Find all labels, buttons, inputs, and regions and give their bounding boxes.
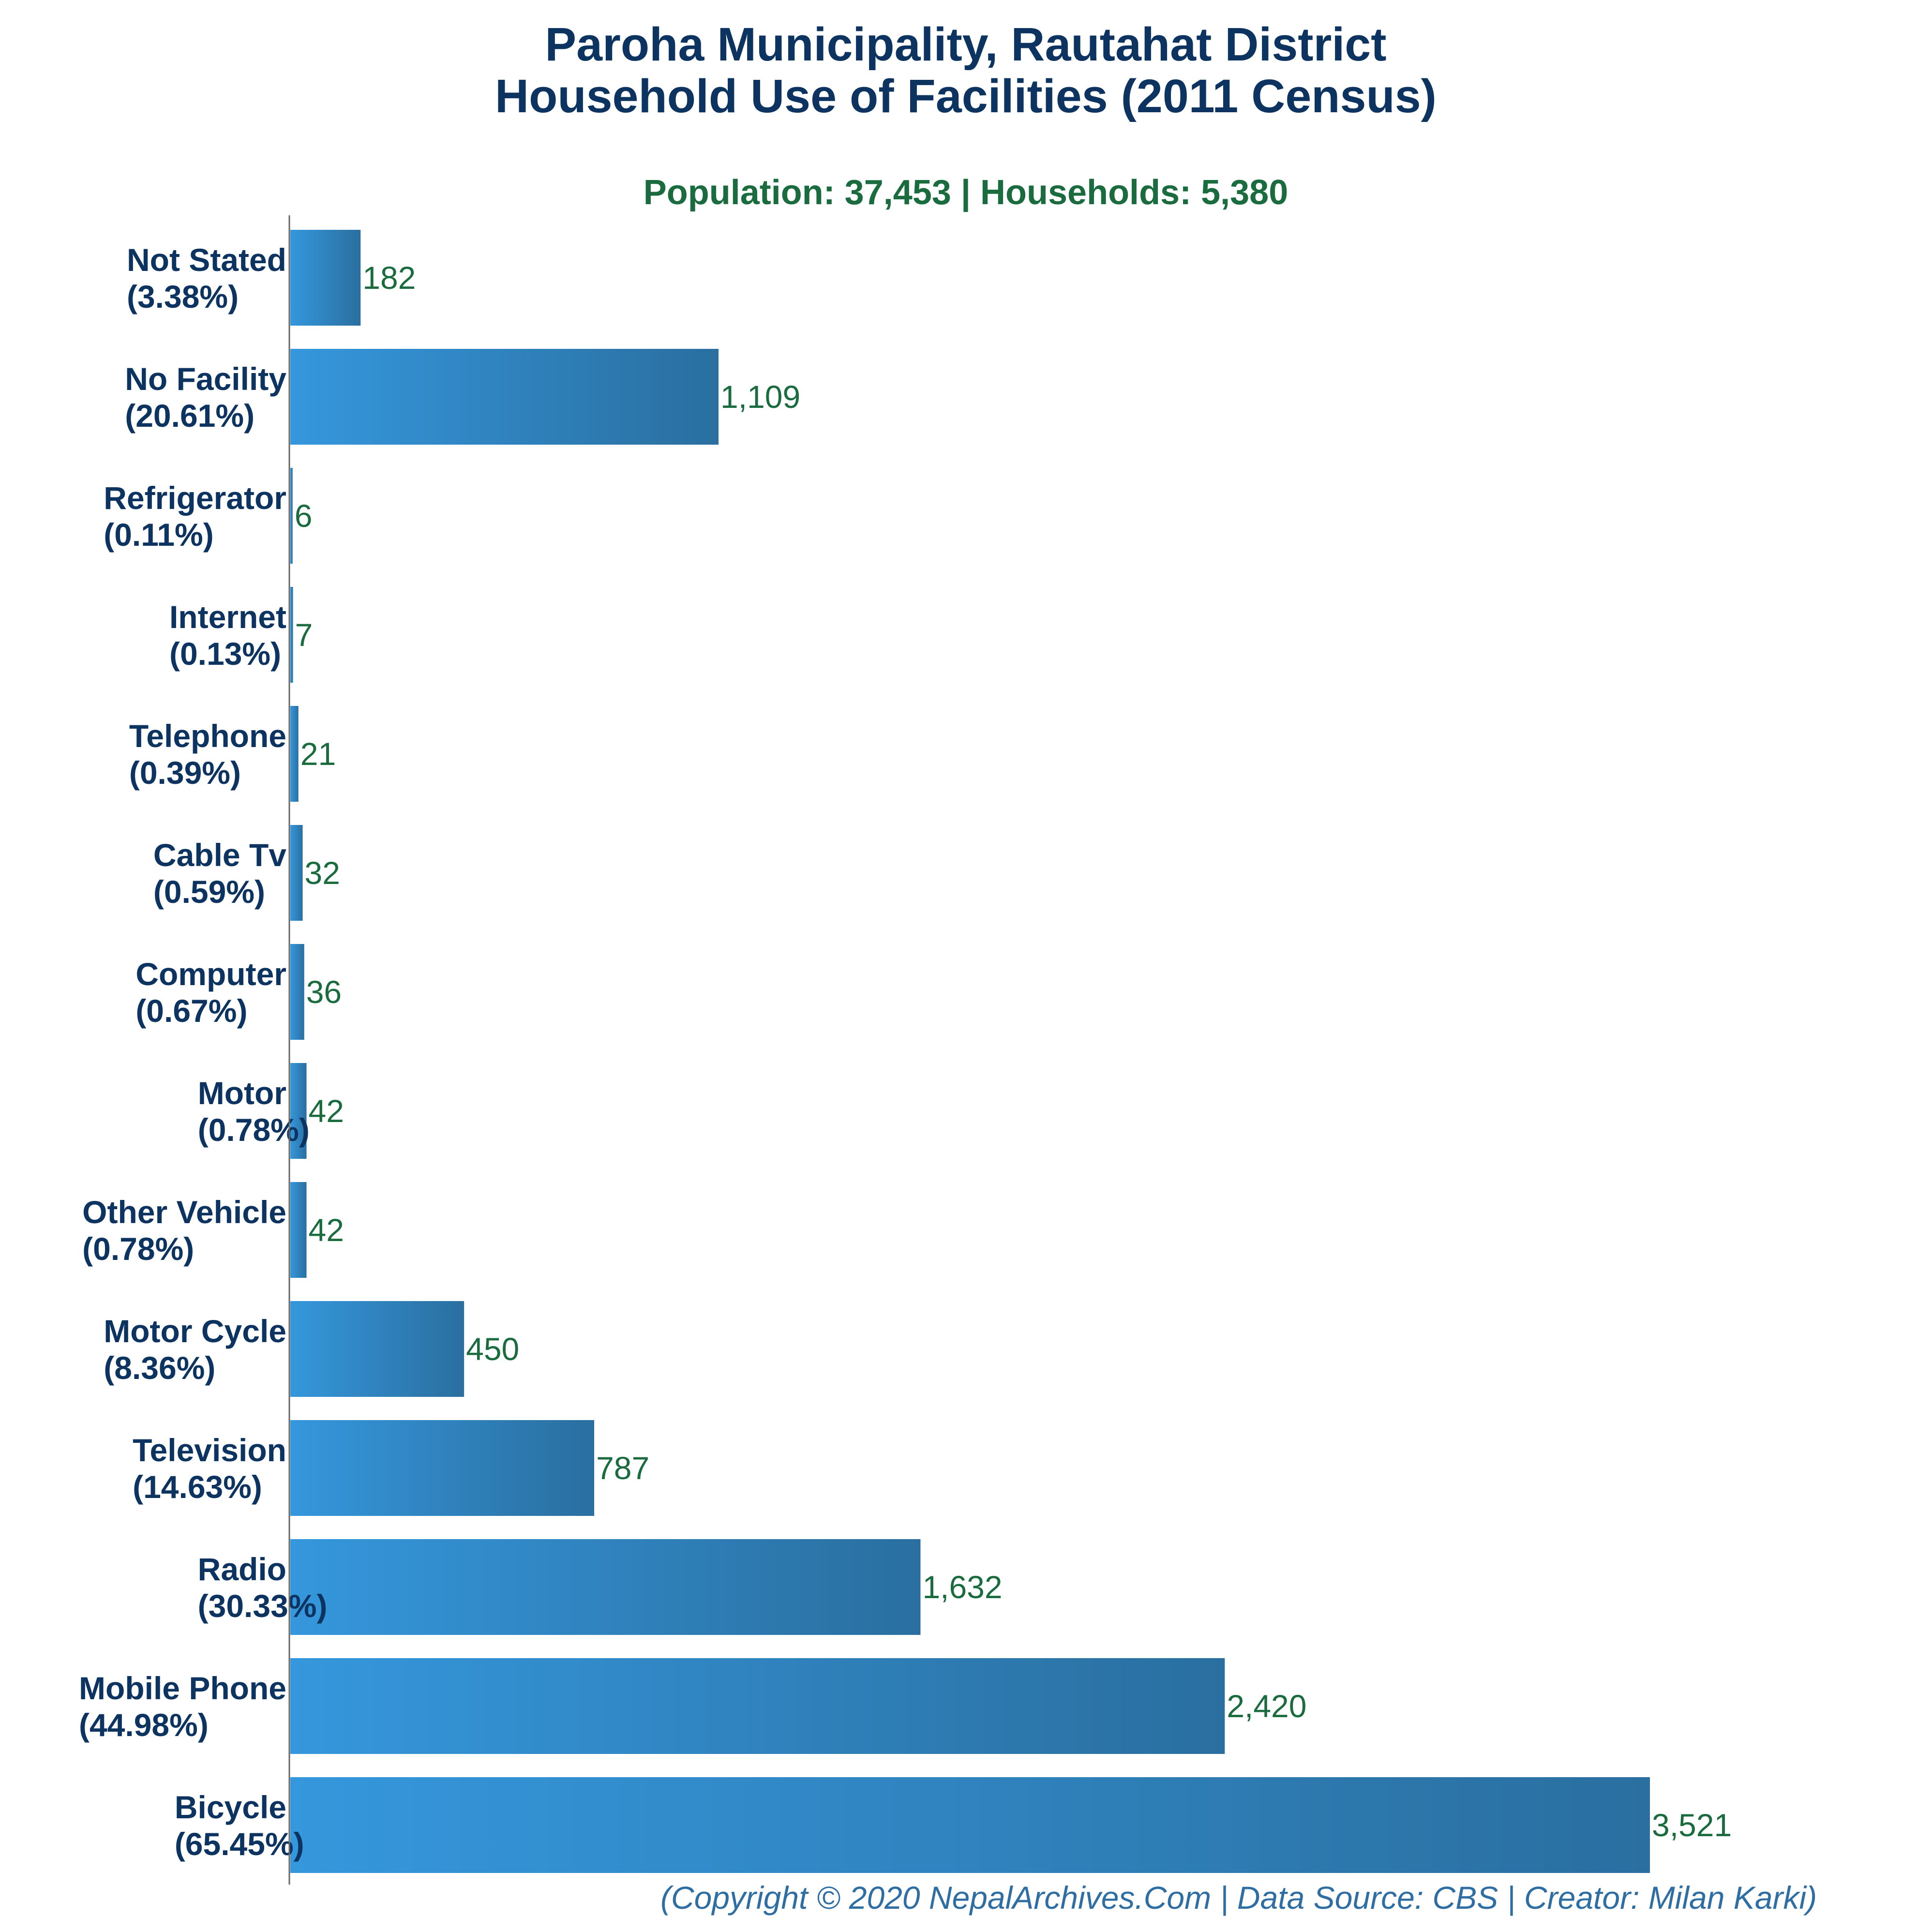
value-label: 42 — [309, 1212, 344, 1248]
category-percent-label: (0.11%) — [104, 517, 213, 553]
labels-layer: 182 Not Stated(3.38%) 1,109 No Facility(20.… — [79, 242, 1732, 1862]
bar-not-stated — [290, 230, 361, 326]
value-label: 1,632 — [922, 1569, 1002, 1605]
category-label: Bicycle — [175, 1789, 286, 1825]
category-label: No Facility — [125, 361, 286, 397]
category-percent-label: (3.38%) — [127, 279, 239, 315]
value-label: 21 — [300, 736, 336, 772]
category-percent-label: (8.36%) — [104, 1350, 215, 1386]
value-label: 3,521 — [1652, 1807, 1732, 1843]
bar-computer — [290, 944, 304, 1040]
category-percent-label: (0.59%) — [153, 874, 265, 910]
value-label: 450 — [466, 1331, 519, 1367]
category-label: Not Stated — [127, 242, 286, 278]
category-label: Motor Cycle — [104, 1313, 286, 1349]
value-label: 36 — [306, 974, 342, 1010]
chart-title-line-2: Household Use of Facilities (2011 Census… — [495, 70, 1437, 122]
bar-other-vehicle — [290, 1182, 307, 1278]
category-label: Telephone — [129, 718, 286, 754]
value-label: 6 — [295, 498, 313, 534]
chart-title-line-1: Paroha Municipality, Rautahat District — [545, 18, 1386, 71]
category-label: Internet — [169, 599, 286, 635]
category-percent-label: (0.78%) — [82, 1231, 194, 1267]
category-label: Other Vehicle — [82, 1194, 286, 1230]
category-label: Television — [133, 1432, 286, 1468]
category-percent-label: (44.98%) — [79, 1707, 209, 1743]
bar-motor-cycle — [290, 1301, 464, 1397]
category-percent-label: (0.13%) — [169, 636, 281, 672]
bar-cable-tv — [290, 825, 303, 921]
category-percent-label: (20.61%) — [125, 398, 255, 434]
bar-telephone — [290, 706, 299, 802]
category-percent-label: (0.78%) — [198, 1112, 310, 1148]
value-label: 42 — [309, 1093, 344, 1129]
category-label: Computer — [135, 956, 286, 992]
bar-radio — [290, 1539, 921, 1635]
value-label: 32 — [305, 855, 340, 891]
category-label: Radio — [198, 1551, 286, 1587]
value-label: 787 — [596, 1450, 649, 1486]
category-label: Mobile Phone — [79, 1670, 286, 1706]
bar-internet — [290, 587, 293, 683]
category-percent-label: (14.63%) — [133, 1469, 262, 1505]
value-label: 182 — [362, 260, 416, 296]
category-percent-label: (65.45%) — [175, 1826, 304, 1862]
bar-motor — [290, 1063, 307, 1159]
value-label: 1,109 — [720, 379, 800, 415]
bars-layer — [290, 230, 1650, 1873]
category-percent-label: (0.39%) — [129, 755, 241, 791]
category-percent-label: (30.33%) — [198, 1588, 328, 1624]
bar-television — [290, 1420, 595, 1516]
chart-subtitle: Population: 37,453 | Households: 5,380 — [644, 173, 1288, 212]
value-label: 7 — [295, 617, 313, 653]
footer-credit: (Copyright © 2020 NepalArchives.Com | Da… — [660, 1880, 1817, 1917]
bar-bicycle — [290, 1777, 1650, 1873]
bar-no-facility — [290, 349, 719, 445]
value-label: 2,420 — [1227, 1688, 1306, 1724]
bar-refrigerator — [290, 468, 293, 564]
category-label: Cable Tv — [153, 837, 286, 873]
bar-mobile-phone — [290, 1658, 1225, 1754]
category-percent-label: (0.67%) — [135, 993, 247, 1029]
category-label: Motor — [198, 1075, 286, 1111]
category-label: Refrigerator — [104, 480, 286, 516]
